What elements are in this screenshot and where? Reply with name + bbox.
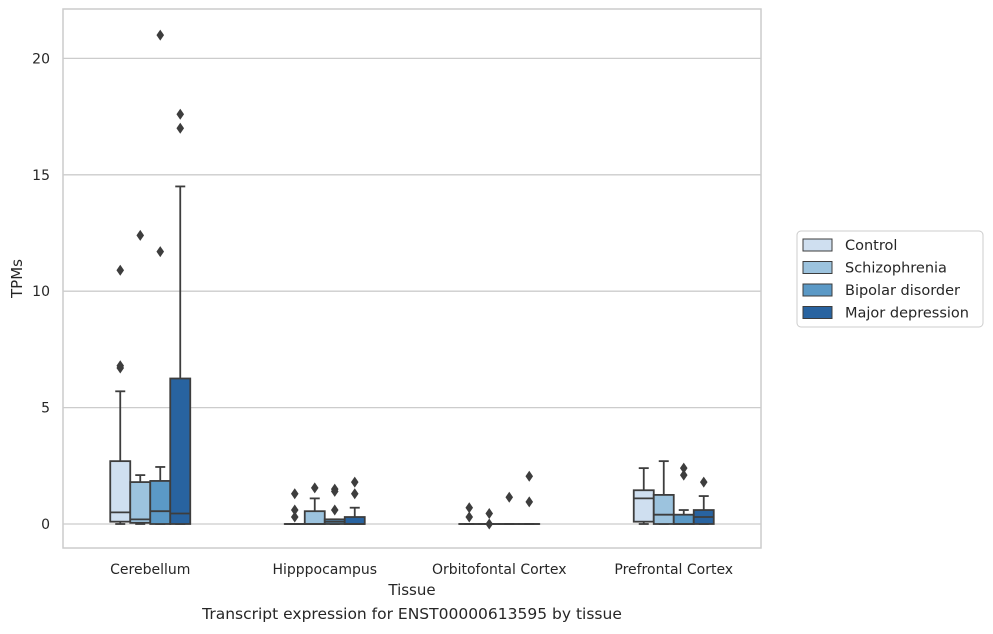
outlier-point bbox=[330, 504, 339, 516]
box-group bbox=[169, 108, 192, 525]
outlier-point bbox=[525, 470, 534, 482]
outlier-point bbox=[290, 504, 299, 516]
outlier-point bbox=[290, 511, 299, 523]
x-tick-label: Orbitofontal Cortex bbox=[432, 562, 567, 578]
box-group bbox=[632, 467, 655, 525]
outlier-point bbox=[116, 264, 125, 276]
outlier-point bbox=[116, 360, 125, 372]
box-group bbox=[458, 502, 481, 525]
boxes bbox=[109, 29, 715, 530]
box bbox=[672, 513, 695, 525]
box bbox=[652, 493, 675, 525]
outlier-point bbox=[505, 491, 514, 503]
legend-label: Schizophrenia bbox=[845, 261, 947, 277]
outlier-point bbox=[176, 108, 185, 120]
legend-swatch bbox=[802, 306, 833, 319]
box bbox=[343, 516, 366, 525]
outlier-point bbox=[350, 488, 359, 500]
y-tick-label: 20 bbox=[32, 51, 50, 67]
gridlines bbox=[63, 57, 761, 525]
outlier-point bbox=[176, 122, 185, 134]
outlier-point bbox=[330, 483, 339, 495]
legend-label: Bipolar disorder bbox=[845, 283, 960, 299]
outlier-point bbox=[699, 476, 708, 488]
x-axis-label: Tissue bbox=[387, 581, 435, 599]
y-tick-labels: 0 5 10 15 20 bbox=[32, 51, 50, 533]
outlier-point bbox=[290, 488, 299, 500]
box-group bbox=[343, 476, 366, 525]
outlier-point bbox=[465, 502, 474, 514]
box-group bbox=[652, 460, 675, 525]
legend-swatch bbox=[802, 238, 833, 252]
y-tick-label: 10 bbox=[32, 284, 50, 300]
box-group bbox=[283, 488, 306, 525]
y-axis-label: TPMs bbox=[8, 259, 26, 299]
box bbox=[303, 510, 326, 525]
outlier-point bbox=[465, 511, 474, 523]
box-group bbox=[672, 462, 695, 525]
x-tick-labels: Cerebellum Hipppocampus Orbitofontal Corte… bbox=[110, 562, 733, 578]
legend-label: Major depression bbox=[845, 306, 969, 322]
outlier-point bbox=[485, 508, 494, 520]
outlier-point bbox=[679, 469, 688, 481]
box-group bbox=[323, 483, 346, 525]
box-group bbox=[129, 229, 152, 525]
figure-caption: Transcript expression for ENST0000061359… bbox=[202, 605, 622, 623]
outlier-point bbox=[136, 229, 145, 241]
box-group bbox=[498, 491, 521, 525]
box-group bbox=[109, 264, 132, 525]
outlier-point bbox=[485, 518, 494, 530]
legend-frame bbox=[796, 230, 984, 328]
outlier-point bbox=[525, 496, 534, 508]
outlier-point bbox=[156, 29, 165, 41]
plot-frame bbox=[62, 8, 762, 549]
outlier-point bbox=[310, 482, 319, 494]
y-tick-label: 0 bbox=[41, 517, 50, 533]
box-group bbox=[518, 470, 541, 525]
outlier-point bbox=[679, 462, 688, 474]
legend-swatch bbox=[802, 283, 833, 297]
legend-swatch bbox=[802, 261, 833, 274]
box-group bbox=[149, 29, 172, 525]
box bbox=[129, 481, 152, 524]
box-group bbox=[303, 482, 326, 525]
y-tick-label: 15 bbox=[32, 168, 50, 184]
y-tick-label: 5 bbox=[41, 401, 50, 417]
x-tick-label: Cerebellum bbox=[110, 562, 190, 578]
box-group bbox=[692, 476, 715, 525]
box-group bbox=[478, 508, 501, 530]
legend: Control Schizophrenia Bipolar disorder Majo… bbox=[796, 230, 984, 328]
x-tick-label: Hipppocampus bbox=[272, 562, 377, 578]
outlier-point bbox=[350, 476, 359, 488]
box bbox=[169, 377, 192, 525]
x-tick-label: Prefrontal Cortex bbox=[614, 562, 733, 578]
box bbox=[149, 480, 172, 525]
outlier-point bbox=[156, 246, 165, 258]
box bbox=[632, 489, 655, 523]
legend-label: Control bbox=[845, 238, 897, 254]
